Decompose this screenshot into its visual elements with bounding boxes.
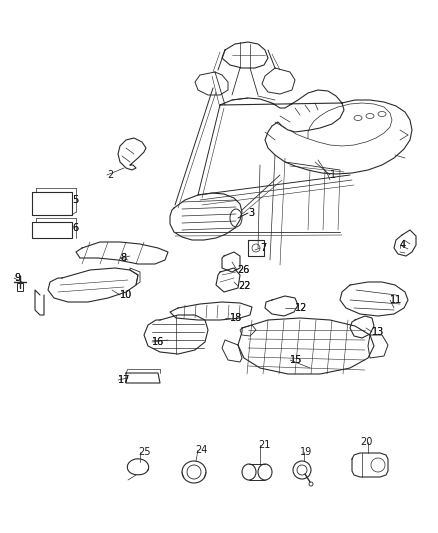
Text: 19: 19	[300, 447, 312, 457]
Text: 21: 21	[258, 440, 270, 450]
Text: 8: 8	[120, 253, 126, 263]
Text: 16: 16	[152, 337, 164, 347]
Text: 8: 8	[120, 253, 126, 263]
Text: 24: 24	[195, 445, 207, 455]
Text: 3: 3	[248, 208, 254, 218]
Text: 9: 9	[14, 273, 20, 283]
Text: 3: 3	[248, 208, 254, 218]
Text: 20: 20	[360, 437, 372, 447]
Text: 1: 1	[330, 170, 336, 180]
Text: 11: 11	[390, 295, 402, 305]
Text: 26: 26	[237, 265, 249, 275]
Text: 5: 5	[72, 195, 78, 205]
Text: 2: 2	[107, 170, 113, 180]
Text: 10: 10	[120, 290, 132, 300]
Text: 17: 17	[118, 375, 131, 385]
Text: 4: 4	[400, 240, 406, 250]
Text: 12: 12	[295, 303, 307, 313]
Text: 11: 11	[390, 295, 402, 305]
Text: 9: 9	[14, 273, 20, 283]
Text: 16: 16	[152, 337, 164, 347]
Text: 10: 10	[120, 290, 132, 300]
Text: 15: 15	[290, 355, 302, 365]
Text: 5: 5	[72, 195, 78, 205]
Text: 15: 15	[290, 355, 302, 365]
Text: 17: 17	[118, 375, 131, 385]
Text: 22: 22	[238, 281, 251, 291]
Text: 6: 6	[72, 223, 78, 233]
Bar	[17, 283, 23, 291]
Text: 25: 25	[138, 447, 151, 457]
Text: 4: 4	[400, 240, 406, 250]
Text: 18: 18	[230, 313, 242, 323]
Text: 6: 6	[72, 223, 78, 233]
Text: 7: 7	[260, 243, 266, 253]
Text: 22: 22	[238, 281, 251, 291]
Text: 26: 26	[237, 265, 249, 275]
Text: 7: 7	[260, 243, 266, 253]
Text: 13: 13	[372, 327, 384, 337]
Text: 13: 13	[372, 327, 384, 337]
Text: 18: 18	[230, 313, 242, 323]
Text: 12: 12	[295, 303, 307, 313]
